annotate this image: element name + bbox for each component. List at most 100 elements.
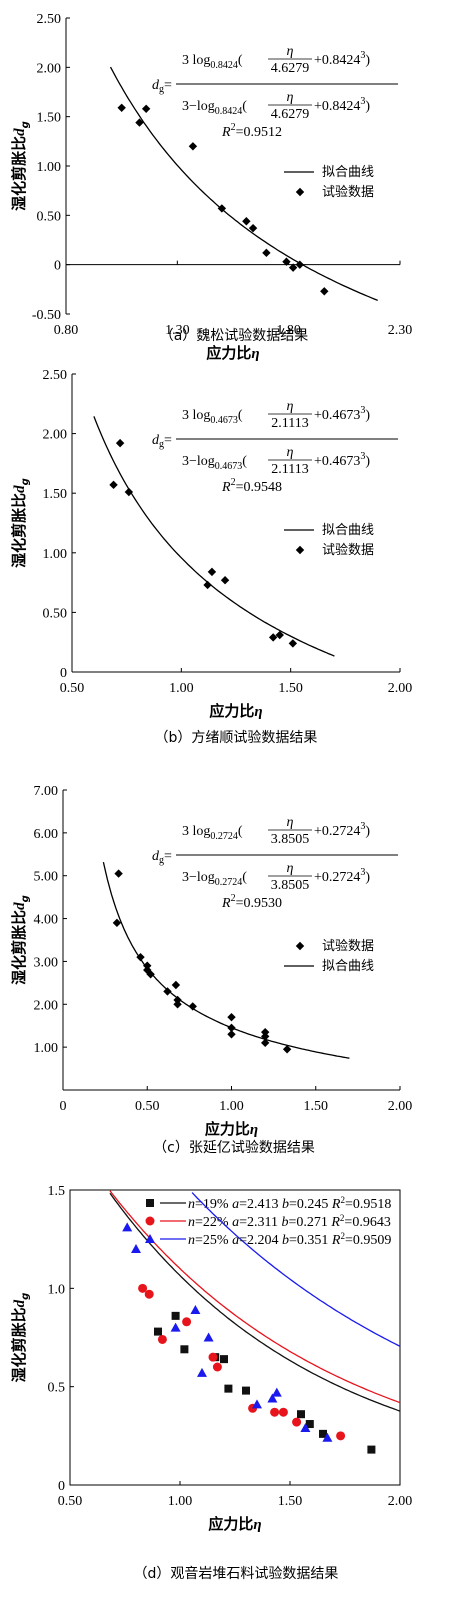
y-axis-label: 湿化剪胀比dg: [10, 121, 31, 211]
data-point: [173, 1000, 182, 1009]
data-point: [320, 287, 329, 296]
x-tick-label: 2.00: [388, 1494, 413, 1509]
data-point: [163, 987, 172, 996]
data-point-square: [224, 1384, 233, 1393]
legend-curve-label: 拟合曲线: [322, 165, 374, 180]
data-point: [188, 1002, 197, 1011]
data-point-square: [367, 1445, 376, 1454]
fit-curve-circle: [109, 1190, 401, 1404]
x-tick-label: 1.00: [169, 681, 194, 696]
data-point: [282, 257, 291, 266]
data-point: [143, 961, 152, 970]
chart-caption: （d）观音岩堆石料试验数据结果: [134, 1565, 339, 1582]
data-point-square: [242, 1386, 250, 1395]
y-axis-label: 湿化剪胀比dg: [10, 478, 31, 568]
formula-eta-denominator: 4.6279: [271, 107, 310, 122]
legend-swatch-triangle: [145, 1234, 155, 1243]
legend-entry: n=19% a=2.413 b=0.245 R2=0.9518: [188, 1195, 391, 1212]
x-tick-label: 1.50: [278, 681, 303, 696]
chart-caption: （b）方绪顺试验数据结果: [155, 730, 318, 746]
data-point: [282, 1045, 292, 1054]
x-tick-label: 0.50: [135, 1099, 160, 1114]
formula-numerator: 3 log0.8424(: [182, 53, 243, 71]
data-point: [220, 576, 230, 585]
data-point-square: [297, 1410, 305, 1419]
y-axis-label: 湿化剪胀比dg: [10, 1293, 31, 1383]
data-point-circle: [144, 1289, 154, 1299]
data-point-triangle: [190, 1304, 201, 1314]
legend-curve-label: 拟合曲线: [322, 523, 374, 538]
data-point: [261, 1032, 270, 1041]
x-tick-label: 2.00: [388, 1099, 413, 1114]
formula-numerator: 3 log0.2724(: [182, 824, 243, 842]
formula-numerator: 3 log0.4673(: [182, 408, 243, 426]
data-point: [141, 104, 151, 113]
formula-lhs: dg=: [152, 849, 172, 866]
data-point: [171, 980, 181, 990]
y-tick-label: 0.50: [43, 606, 68, 621]
data-point: [217, 204, 227, 213]
data-point-square: [220, 1355, 228, 1364]
legend-swatch-square: [146, 1199, 154, 1207]
y-tick-label: 2.50: [37, 12, 62, 27]
y-tick-label: 7.00: [34, 784, 59, 799]
data-point-square: [305, 1420, 314, 1429]
y-tick-label: 1.50: [37, 111, 62, 126]
data-point: [135, 118, 144, 127]
legend-swatch-circle: [145, 1216, 155, 1226]
x-tick-label: 1.00: [168, 1494, 193, 1509]
y-tick-label: 6.00: [34, 827, 59, 842]
y-tick-label: 2.00: [37, 61, 62, 76]
legend-data-swatch: [295, 941, 305, 951]
x-axis-label: 应力比η: [206, 344, 259, 362]
formula-tail: +0.27243): [314, 867, 370, 885]
formula-lhs: dg=: [152, 78, 172, 95]
data-point-circle: [157, 1334, 167, 1344]
formula-eta-denominator: 4.6279: [271, 61, 310, 76]
formula-denominator: 3−log0.2724(: [182, 870, 247, 888]
y-tick-label: 0: [58, 1479, 65, 1494]
data-point: [227, 1012, 236, 1022]
formula-tail: +0.46733): [314, 405, 370, 423]
formula-lhs: dg=: [152, 433, 172, 450]
data-point-triangle: [203, 1332, 214, 1342]
formula-eta: η: [287, 861, 294, 876]
data-point-triangle: [271, 1387, 282, 1397]
formula-eta: η: [287, 445, 294, 460]
data-point: [109, 480, 118, 490]
data-point: [146, 970, 155, 979]
data-point-triangle: [267, 1393, 278, 1403]
r-squared-label: R2=0.9530: [221, 893, 282, 911]
chart-2: 00.501.001.502.002.500.50 1.00 1.50 2.00应力比…: [10, 368, 412, 746]
chart-caption: （c）张延亿试验数据结果: [153, 1140, 315, 1156]
data-point: [173, 995, 182, 1005]
x-tick-label: 1.80: [276, 323, 301, 338]
data-point: [136, 952, 145, 962]
r-squared-label: R2=0.9512: [221, 122, 282, 140]
data-point-triangle: [300, 1422, 311, 1432]
formula-tail: +0.46733): [314, 451, 370, 469]
fit-curve: [93, 416, 335, 657]
formula-eta: η: [287, 399, 294, 414]
legend-data-label: 试验数据: [322, 184, 374, 200]
formula-tail: +0.27243): [314, 821, 370, 839]
data-point: [261, 1038, 270, 1048]
data-point: [288, 263, 298, 272]
y-tick-label: 1.00: [43, 547, 68, 562]
x-tick-label: 2.00: [388, 681, 413, 696]
y-tick-label: 1.00: [34, 1041, 59, 1056]
data-point: [262, 248, 271, 258]
x-tick-label: 0.80: [54, 323, 79, 338]
data-point-circle: [138, 1283, 148, 1293]
data-point: [117, 103, 126, 112]
formula-denominator: 3−log0.4673(: [182, 454, 247, 472]
y-tick-label: 0.5: [48, 1381, 66, 1396]
data-point: [114, 869, 123, 878]
data-point: [112, 918, 122, 928]
data-point-square: [180, 1345, 189, 1354]
data-point-triangle: [122, 1222, 133, 1232]
formula-tail: +0.84243): [314, 50, 370, 68]
formula-tail: +0.84243): [314, 96, 370, 114]
